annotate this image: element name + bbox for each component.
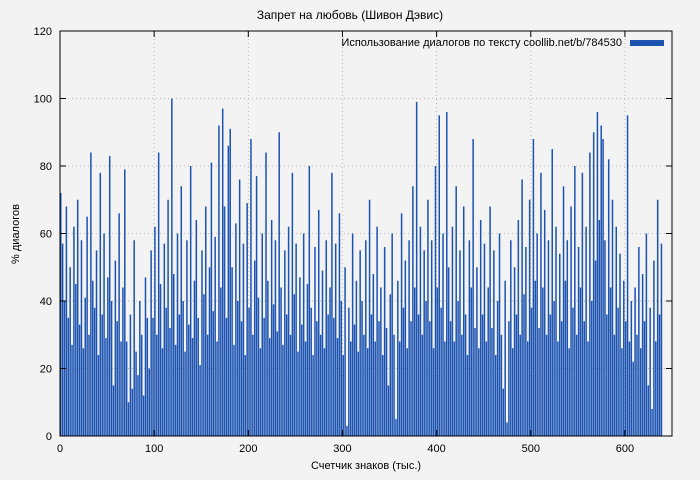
svg-text:100: 100 (34, 94, 52, 106)
svg-text:20: 20 (40, 364, 52, 376)
svg-text:400: 400 (427, 443, 445, 455)
legend-swatch (630, 40, 664, 46)
x-axis-label: Счетчик знаков (тыс.) (310, 460, 422, 472)
svg-text:40: 40 (40, 296, 52, 308)
legend: Использование диалогов по тексту coollib… (341, 37, 664, 49)
svg-text:120: 120 (34, 26, 52, 38)
svg-text:80: 80 (40, 161, 52, 173)
svg-text:500: 500 (522, 443, 540, 455)
legend-label: Использование диалогов по тексту coollib… (341, 37, 622, 49)
svg-text:0: 0 (57, 443, 63, 455)
svg-text:300: 300 (333, 443, 351, 455)
svg-text:60: 60 (40, 229, 52, 241)
svg-text:200: 200 (239, 443, 257, 455)
chart-title: Запрет на любовь (Шивон Дэвис) (256, 8, 444, 22)
svg-text:0: 0 (46, 431, 52, 443)
svg-text:100: 100 (145, 443, 163, 455)
svg-text:600: 600 (616, 443, 634, 455)
